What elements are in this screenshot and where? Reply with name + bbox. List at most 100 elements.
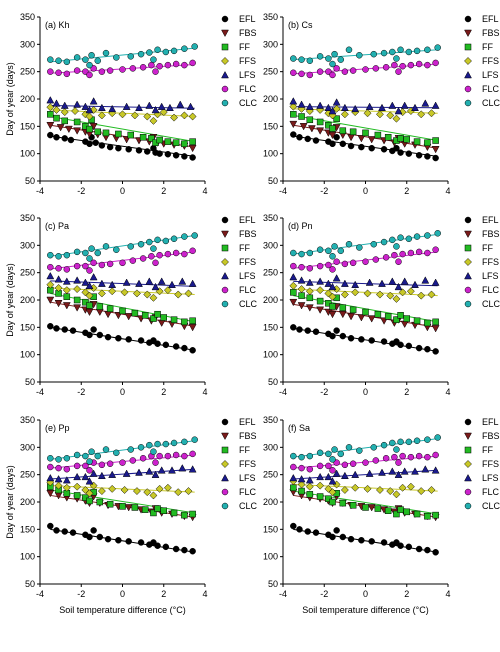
point-ff xyxy=(397,506,404,513)
point-clc xyxy=(146,49,153,56)
point-flc xyxy=(152,459,159,466)
point-fbs xyxy=(347,134,355,142)
legend-label: FBS xyxy=(239,229,257,239)
point-ff xyxy=(141,506,149,513)
legend-marker-clc xyxy=(221,300,229,308)
point-flc xyxy=(181,452,188,460)
point-efl xyxy=(405,342,413,350)
point-ffs xyxy=(386,111,395,120)
point-ff xyxy=(181,140,188,148)
point-lfs xyxy=(73,472,82,481)
x-tick-label: -2 xyxy=(320,387,328,397)
point-flc xyxy=(333,65,340,72)
point-flc xyxy=(298,464,305,472)
point-flc xyxy=(106,260,114,268)
point-flc xyxy=(349,67,357,74)
legend-marker-fbs xyxy=(221,29,229,38)
point-efl xyxy=(125,538,132,545)
point-efl xyxy=(358,537,365,544)
point-efl xyxy=(347,535,355,543)
point-flc xyxy=(407,61,415,69)
point-clc xyxy=(397,234,404,241)
point-flc xyxy=(432,246,439,253)
y-tick-label: 300 xyxy=(20,442,35,452)
point-flc xyxy=(164,61,172,69)
point-clc xyxy=(55,57,62,64)
legend-marker-lfs xyxy=(221,70,229,79)
legend-label: FF xyxy=(239,42,250,52)
point-clc xyxy=(290,452,297,460)
point-ffs xyxy=(392,294,401,303)
panel-2: 50 100 150 200 250 300 350 -4 -2 0 2 4 (c) Pa Day of … xyxy=(5,213,258,397)
point-clc xyxy=(88,245,95,252)
point-ff xyxy=(397,135,404,142)
point-efl xyxy=(53,325,60,332)
point-fbs xyxy=(46,296,55,305)
point-flc xyxy=(329,467,336,474)
point-ffs xyxy=(132,289,141,298)
point-ffs xyxy=(328,292,337,301)
point-fbs xyxy=(357,314,366,322)
point-clc xyxy=(424,46,431,54)
point-ffs xyxy=(386,487,395,496)
point-clc xyxy=(298,453,305,461)
y-tick-label: 200 xyxy=(20,295,35,305)
y-tick-label: 100 xyxy=(20,552,35,562)
point-ff xyxy=(115,130,122,138)
point-flc xyxy=(55,265,62,272)
x-tick-label: 0 xyxy=(363,589,368,599)
legend-marker-ffs xyxy=(221,460,229,468)
point-lfs xyxy=(378,103,386,111)
legend-marker-fbs xyxy=(464,230,472,239)
point-flc xyxy=(86,267,93,274)
point-clc xyxy=(325,55,332,62)
point-clc xyxy=(150,56,157,63)
point-flc xyxy=(382,254,390,261)
point-efl xyxy=(61,135,68,142)
point-ffs xyxy=(406,287,415,296)
point-lfs xyxy=(411,467,419,475)
point-flc xyxy=(152,259,159,267)
trend-line-lfs xyxy=(50,105,195,109)
point-ff xyxy=(413,510,421,518)
point-efl xyxy=(329,533,336,541)
point-lfs xyxy=(340,103,349,111)
point-lfs xyxy=(97,103,106,111)
point-lfs xyxy=(388,277,397,285)
point-lfs xyxy=(186,102,195,110)
point-ff xyxy=(96,498,104,506)
point-efl xyxy=(189,154,196,161)
legend-marker-flc xyxy=(221,286,229,294)
point-efl xyxy=(333,327,340,334)
point-clc xyxy=(434,434,441,441)
point-clc xyxy=(162,48,170,56)
point-clc xyxy=(345,240,353,248)
point-ffs xyxy=(417,291,426,300)
y-tick-label: 50 xyxy=(25,377,35,387)
point-lfs xyxy=(54,275,63,283)
point-fbs xyxy=(338,310,347,319)
point-clc xyxy=(345,444,353,451)
panel-label: (e) Pp xyxy=(45,423,70,433)
point-lfs xyxy=(400,467,409,475)
point-ffs xyxy=(316,481,325,490)
point-ff xyxy=(339,499,347,507)
point-flc xyxy=(325,462,332,470)
point-flc xyxy=(424,249,431,257)
point-lfs xyxy=(297,276,306,284)
point-efl xyxy=(304,327,311,334)
point-lfs xyxy=(81,102,90,110)
legend-marker-ffs xyxy=(464,258,472,266)
point-ff xyxy=(164,138,172,145)
point-clc xyxy=(150,448,157,455)
point-clc xyxy=(424,436,431,443)
point-lfs xyxy=(54,475,63,483)
point-clc xyxy=(306,452,314,460)
point-ff xyxy=(374,505,382,512)
legend: EFL FBS FF FFS LFS FLC CLC xyxy=(221,14,258,108)
point-ff xyxy=(413,138,421,145)
point-ffs xyxy=(386,291,395,300)
x-tick-label: -2 xyxy=(320,186,328,196)
point-flc xyxy=(298,263,305,271)
point-ffs xyxy=(363,109,372,118)
